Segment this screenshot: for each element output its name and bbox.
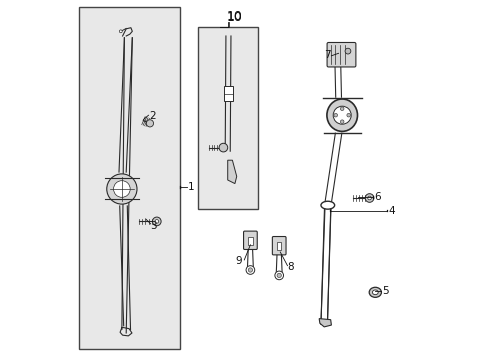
Circle shape	[334, 113, 338, 117]
Circle shape	[341, 107, 344, 111]
Circle shape	[152, 217, 161, 226]
Circle shape	[155, 220, 159, 223]
Circle shape	[248, 268, 252, 272]
Text: 3: 3	[150, 221, 157, 231]
Circle shape	[114, 181, 130, 197]
Text: 8: 8	[288, 262, 294, 272]
FancyBboxPatch shape	[272, 237, 286, 255]
Bar	[198, 27, 258, 209]
Circle shape	[347, 113, 350, 117]
Circle shape	[333, 106, 351, 124]
Text: 10: 10	[227, 10, 243, 23]
Circle shape	[219, 143, 228, 152]
Polygon shape	[228, 160, 237, 184]
Bar	[277, 242, 281, 250]
Text: 2: 2	[149, 111, 156, 121]
Text: 7: 7	[324, 50, 330, 60]
Bar	[79, 7, 180, 349]
Text: 9: 9	[236, 256, 243, 266]
Ellipse shape	[327, 99, 358, 131]
Circle shape	[120, 30, 122, 33]
Ellipse shape	[321, 201, 335, 209]
Bar	[248, 237, 252, 245]
Circle shape	[147, 120, 153, 127]
Text: 1: 1	[188, 182, 195, 192]
Circle shape	[246, 266, 255, 274]
Text: 10: 10	[227, 11, 243, 24]
Circle shape	[275, 271, 284, 280]
Circle shape	[107, 174, 137, 204]
Ellipse shape	[372, 290, 378, 294]
Ellipse shape	[369, 287, 381, 297]
Circle shape	[341, 120, 344, 123]
Bar	[224, 86, 233, 101]
FancyBboxPatch shape	[327, 42, 356, 67]
Circle shape	[365, 194, 374, 202]
Polygon shape	[319, 319, 331, 327]
Circle shape	[345, 48, 351, 54]
Text: 6: 6	[374, 192, 381, 202]
Text: 5: 5	[382, 286, 389, 296]
FancyBboxPatch shape	[244, 231, 257, 249]
Circle shape	[277, 273, 281, 278]
Circle shape	[368, 196, 371, 200]
Text: 4: 4	[388, 206, 395, 216]
